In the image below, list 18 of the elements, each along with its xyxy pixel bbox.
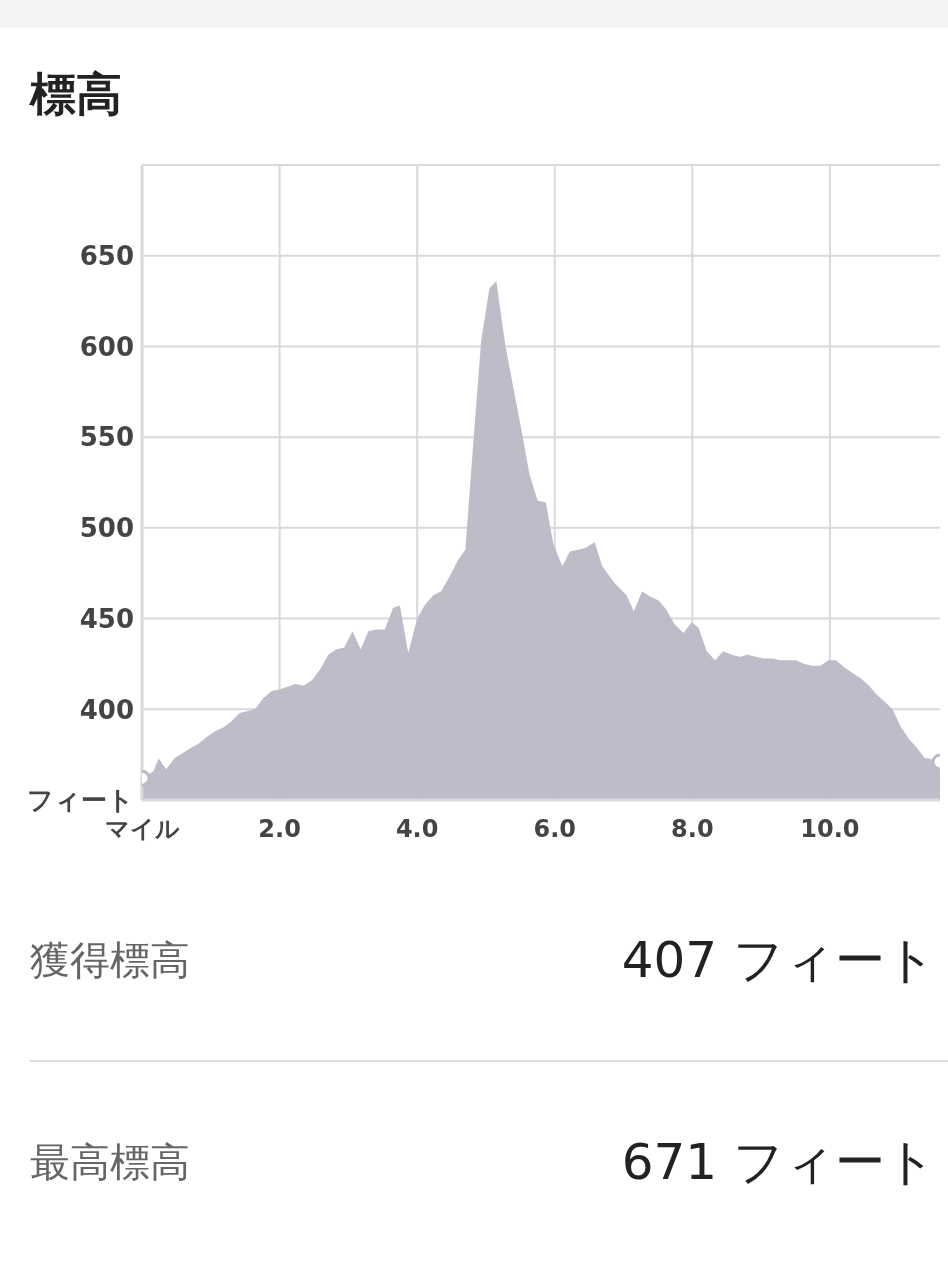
text: 671 フィート [621,1131,937,1193]
text: 獲得標高 [30,935,190,985]
y-tick-label: 600 [79,331,134,362]
x-tick-label: 8.0 [671,815,714,844]
y-tick-label: 450 [79,603,134,634]
chart-title: 標高 [28,66,123,123]
x-tick-label: 2.0 [258,815,301,844]
y-tick-label: 650 [79,240,134,271]
x-tick-label: 10.0 [800,815,860,844]
x-tick-label: マイル [104,815,180,844]
x-tick-label: 6.0 [533,815,577,844]
y-tick-label: フィート [27,785,134,816]
y-tick-label: 400 [79,694,134,725]
y-tick-label: 500 [79,513,134,544]
y-tick-label: 550 [79,422,134,453]
text: 407 フィート [621,929,937,991]
x-tick-label: 4.0 [395,815,439,844]
text: 最高標高 [30,1137,190,1187]
